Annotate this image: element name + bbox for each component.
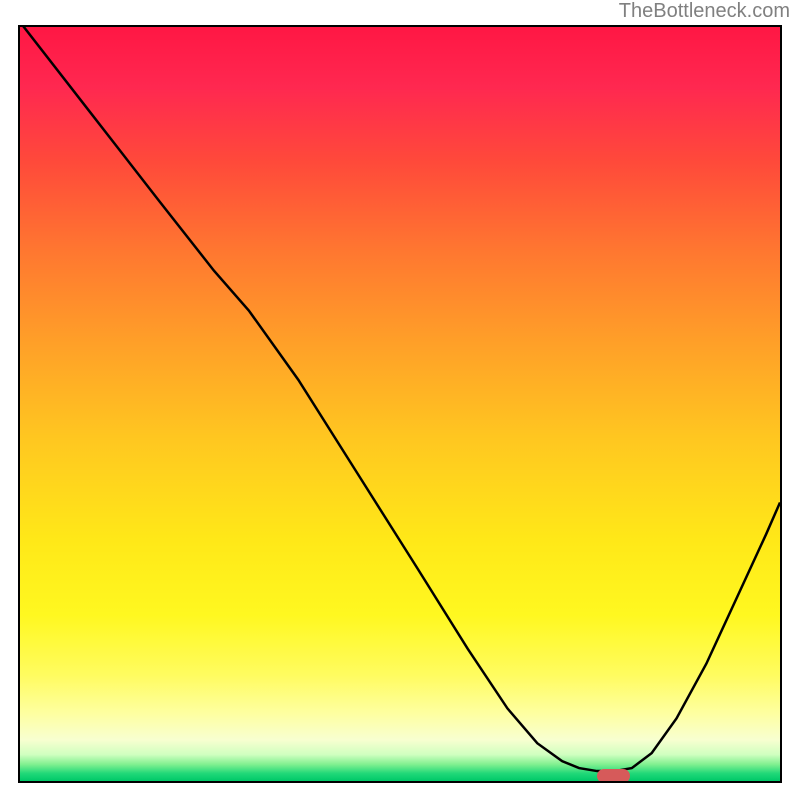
watermark-text: TheBottleneck.com — [619, 0, 790, 23]
bottleneck-curve — [20, 27, 780, 781]
bottleneck-chart — [18, 25, 782, 783]
optimal-marker — [597, 769, 630, 783]
